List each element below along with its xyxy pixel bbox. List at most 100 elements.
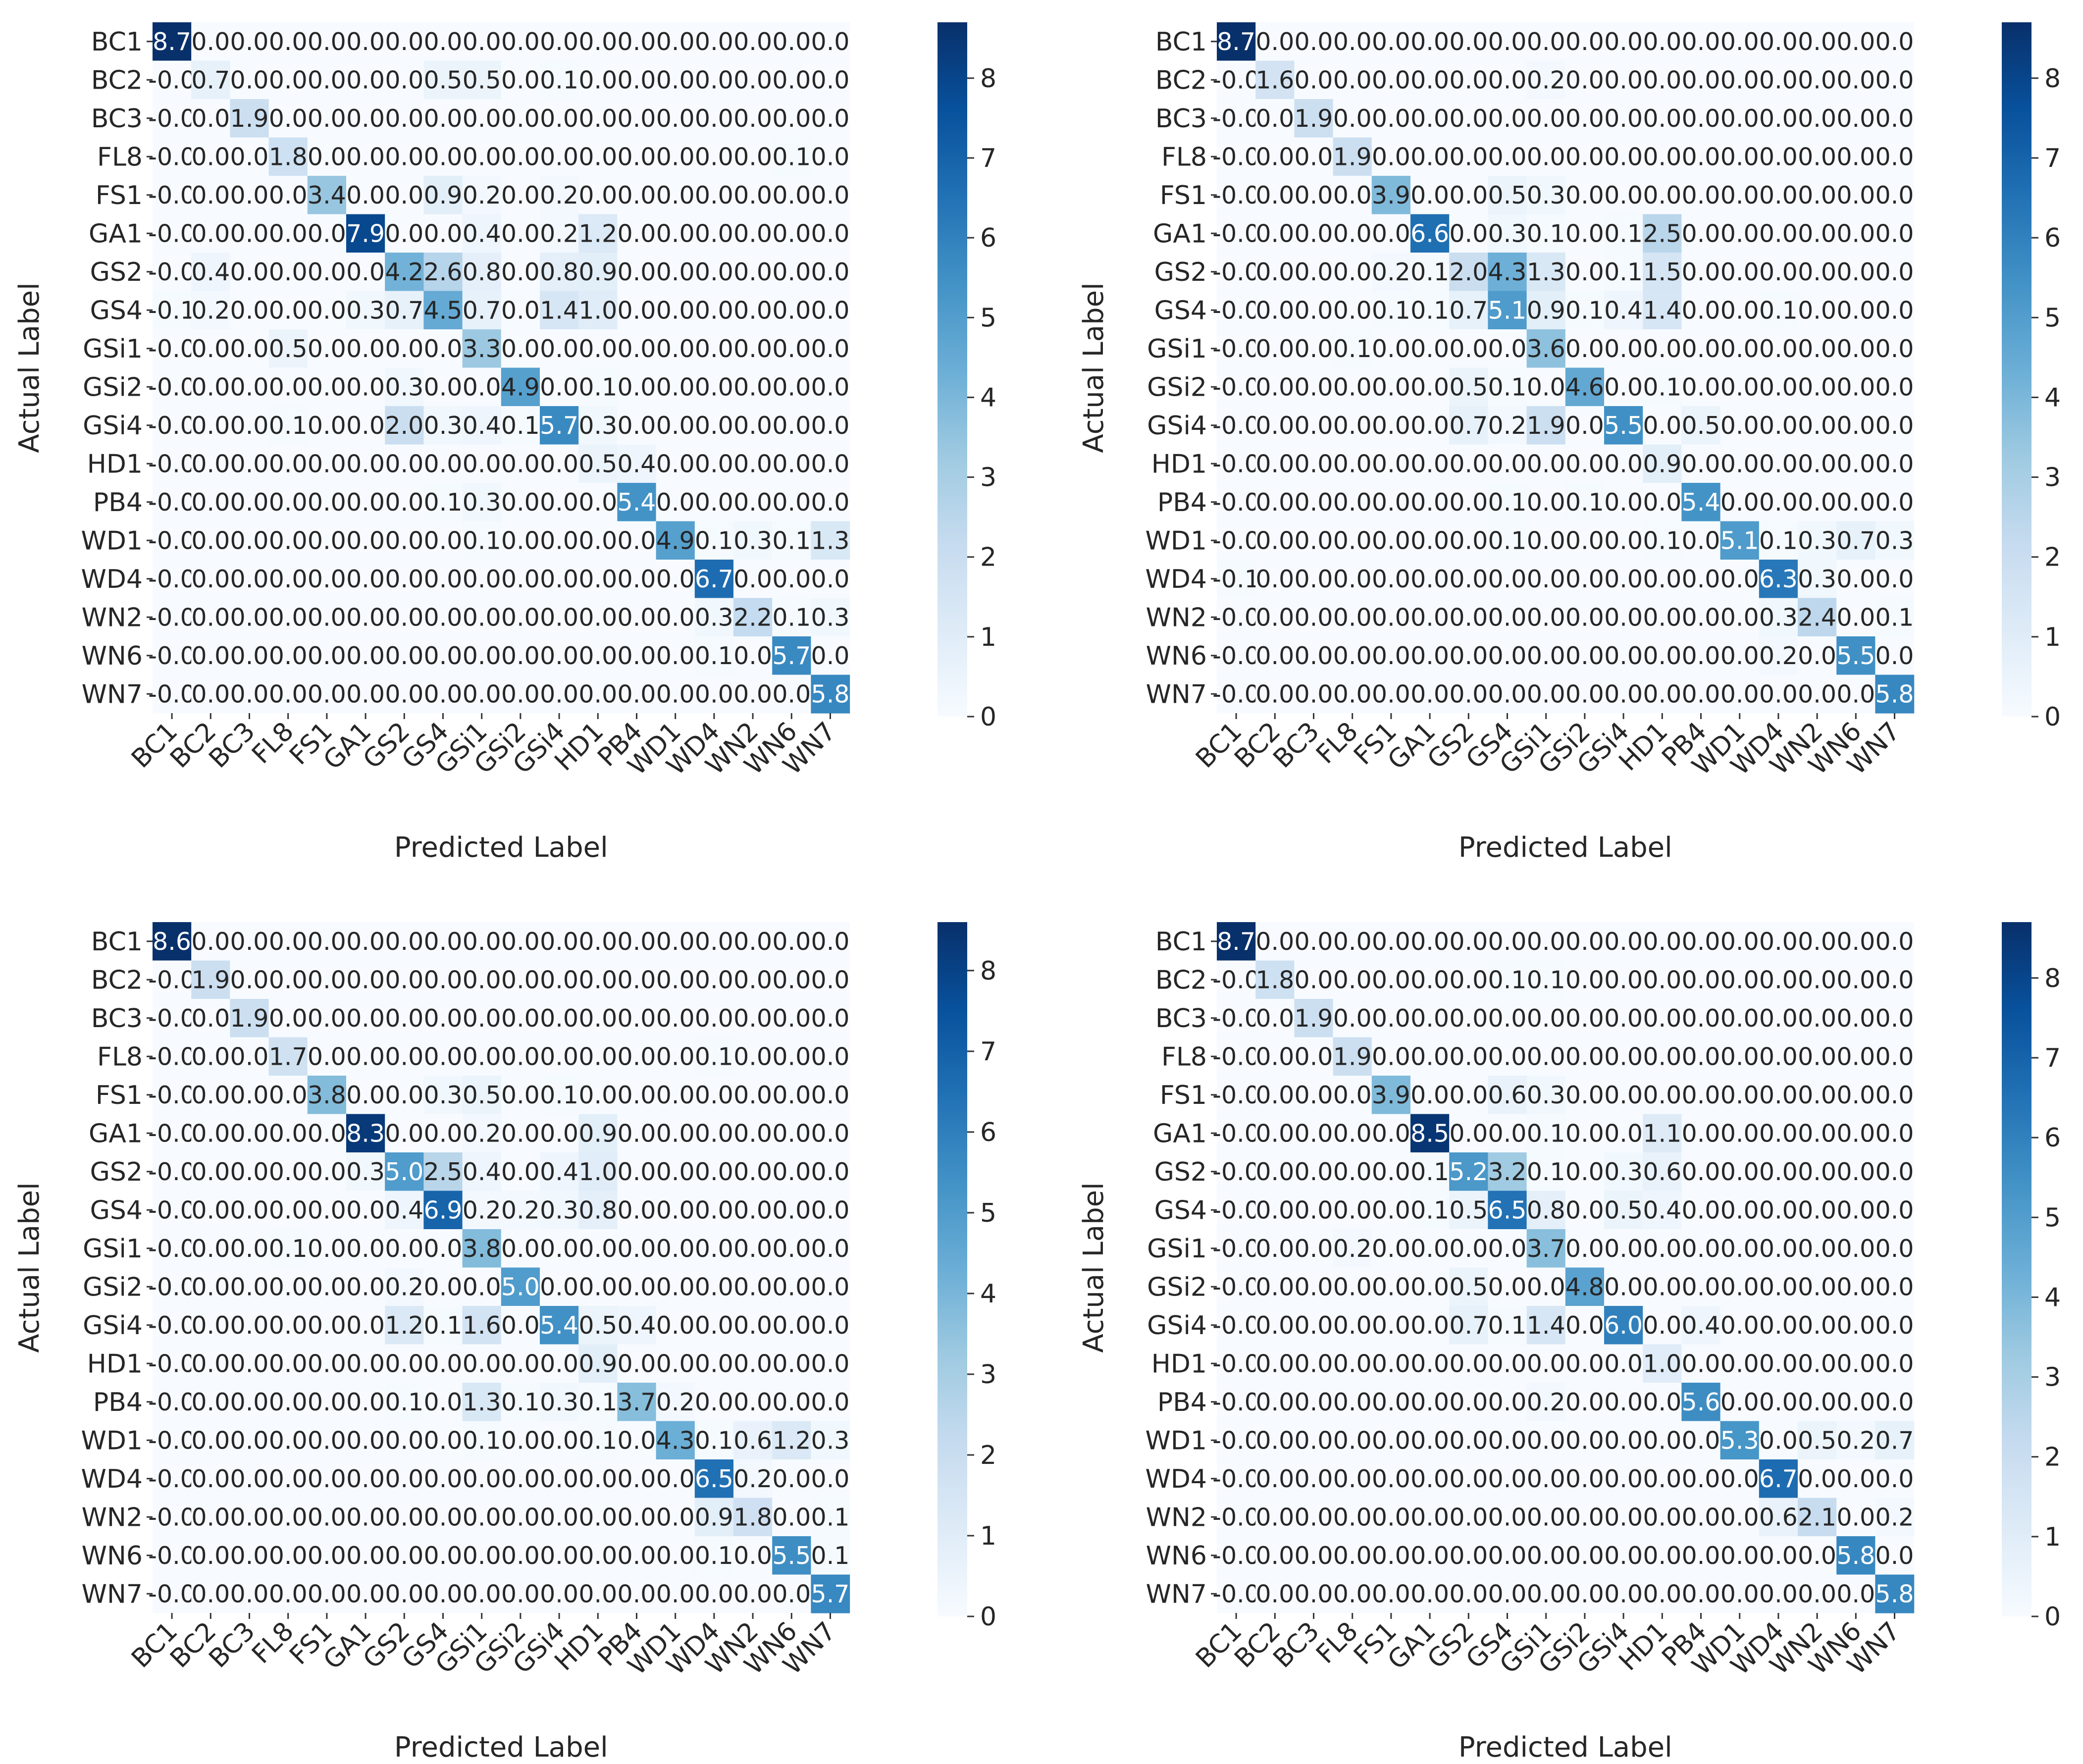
cell-value: 0.0	[733, 565, 772, 593]
cell-value: 0.0	[733, 181, 772, 209]
cell-value: 0.0	[1333, 412, 1372, 440]
heatmap-cell	[733, 291, 773, 330]
cell-value: 0.0	[1759, 680, 1798, 708]
heatmap-cell	[501, 176, 540, 215]
heatmap-cell	[811, 22, 850, 61]
heatmap-cell	[307, 176, 347, 215]
cell-value: 5.4	[1682, 488, 1720, 517]
cell-value: 0.0	[230, 680, 269, 708]
cell-value: 0.0	[811, 335, 850, 363]
cell-value: 0.0	[695, 450, 733, 478]
cell-value: 0.1	[811, 1503, 850, 1531]
cell-value: 0.0	[1875, 450, 1914, 478]
cell-value: 0.0	[656, 488, 695, 517]
cell-value: 0.0	[772, 1158, 811, 1186]
cell-value: 0.0	[1449, 1580, 1488, 1608]
cell-value: 0.0	[1333, 642, 1372, 670]
cell-value: 0.0	[385, 181, 423, 209]
cell-value: 0.0	[385, 1465, 423, 1493]
cell-value: 0.0	[772, 1503, 811, 1531]
y-tick-label: WN2	[82, 603, 143, 632]
cell-value: 0.0	[269, 488, 308, 517]
cell-value: 0.0	[230, 488, 269, 517]
heatmap-cell	[268, 137, 308, 176]
cell-value: 0.0	[230, 1119, 269, 1147]
cell-value: 0.0	[733, 1349, 772, 1378]
cell-value: 0.0	[695, 1196, 733, 1224]
cell-value: 0.0	[772, 1273, 811, 1301]
cell-value: 1.4	[1527, 1311, 1565, 1340]
cell-value: 0.0	[1875, 1465, 1914, 1493]
cell-value: 0.0	[618, 1081, 656, 1109]
cell-value: 0.0	[695, 1235, 733, 1263]
cell-value: 0.0	[191, 1196, 230, 1224]
cell-value: 0.0	[1372, 1311, 1410, 1340]
cell-value: 0.9	[578, 1349, 617, 1378]
cell-value: -0.0	[148, 181, 196, 209]
heatmap-cell	[423, 176, 463, 215]
cell-value: 0.0	[1720, 1235, 1759, 1263]
cell-value: 0.0	[1372, 1465, 1410, 1493]
cell-value: 0.0	[1759, 1426, 1798, 1454]
cell-value: 0.1	[1604, 258, 1643, 286]
cell-value: 0.0	[1759, 966, 1798, 994]
cell-value: 0.0	[1372, 450, 1410, 478]
cell-value: 5.1	[1720, 526, 1759, 555]
cell-value: 0.0	[269, 1158, 308, 1186]
cell-value: 0.0	[385, 66, 423, 94]
cell-value: 0.0	[346, 1349, 385, 1378]
colorbar-tick-label: 8	[2044, 64, 2061, 94]
cell-value: 0.0	[733, 928, 772, 956]
cell-value: 0.0	[191, 1465, 230, 1493]
cell-value: 0.0	[1759, 1349, 1798, 1378]
cell-value: 0.0	[346, 488, 385, 517]
cell-value: 7.9	[346, 219, 385, 248]
cell-value: 0.0	[618, 412, 656, 440]
cell-value: 0.0	[695, 335, 733, 363]
cell-value: -0.0	[148, 1349, 196, 1378]
cell-value: 1.2	[578, 219, 617, 248]
cell-value: 0.0	[1643, 603, 1681, 631]
y-tick-label: WN6	[1146, 1541, 1207, 1571]
y-tick-label: HD1	[1151, 449, 1207, 479]
cell-value: 0.0	[540, 1119, 578, 1147]
cell-value: 0.1	[1565, 488, 1604, 517]
heatmap-cell	[385, 22, 424, 61]
cell-value: 0.0	[424, 1503, 463, 1531]
heatmap-cell	[153, 444, 192, 483]
heatmap-cell	[578, 214, 618, 253]
y-tick-label: WN7	[1146, 679, 1207, 709]
cell-value: 0.0	[618, 104, 656, 133]
cell-value: 0.3	[540, 1388, 578, 1416]
y-tick-label: WD4	[1145, 565, 1207, 594]
heatmap-cell	[268, 22, 308, 61]
cell-value: 0.1	[1604, 219, 1643, 248]
cell-value: 0.0	[308, 104, 346, 133]
cell-value: 0.0	[1836, 1119, 1875, 1147]
cell-value: -0.0	[1212, 181, 1260, 209]
cell-value: 0.0	[230, 1580, 269, 1608]
cell-value: 0.0	[1759, 488, 1798, 517]
cell-value: 0.0	[230, 412, 269, 440]
cell-value: 1.3	[463, 1388, 501, 1416]
cell-value: 0.0	[1798, 488, 1836, 517]
cell-value: 0.0	[1836, 1042, 1875, 1071]
heatmap-cell	[578, 60, 618, 100]
cell-value: -0.0	[1212, 1426, 1260, 1454]
heatmap-cell	[733, 60, 773, 100]
cell-value: 0.0	[230, 1542, 269, 1570]
cell-value: 0.0	[191, 373, 230, 401]
cell-value: 0.5	[1449, 1273, 1488, 1301]
cell-value: 0.0	[695, 1081, 733, 1109]
cell-value: 0.0	[1565, 66, 1604, 94]
cell-value: 0.0	[540, 104, 578, 133]
cell-value: 5.5	[1604, 412, 1643, 440]
cell-value: 0.0	[618, 28, 656, 56]
cell-value: 0.2	[540, 219, 578, 248]
cell-value: 0.0	[695, 1004, 733, 1033]
cell-value: 0.0	[1488, 1426, 1527, 1454]
cell-value: -0.0	[148, 104, 196, 133]
cell-value: 0.1	[695, 642, 733, 670]
cell-value: 0.0	[501, 642, 540, 670]
heatmap-cell	[307, 214, 347, 253]
